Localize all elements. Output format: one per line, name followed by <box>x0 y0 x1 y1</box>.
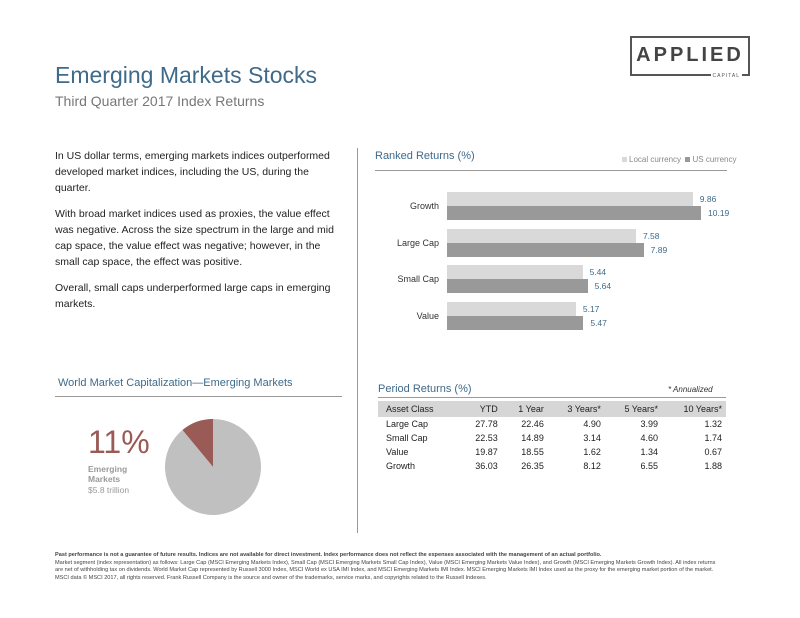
table-cell: 4.60 <box>640 433 658 443</box>
logo-main-text: APPLIED <box>636 44 744 66</box>
bar-value-label: 5.17 <box>582 303 600 314</box>
bar <box>447 265 583 279</box>
page-title: Emerging Markets Stocks <box>55 62 318 88</box>
legend-us-swatch <box>685 157 691 162</box>
logo-sub-text: CAPITAL <box>710 73 742 79</box>
table-cell: Small Cap <box>386 433 428 443</box>
emerging-markets-value: $5.8 trillion <box>88 485 130 495</box>
applied-capital-logo: APPLIED CAPITAL <box>630 36 750 79</box>
period-returns-table: Asset Class YTD 1 Year 3 Years* 5 Years*… <box>378 401 726 473</box>
ranked-returns-legend: Local currency US currency <box>622 155 737 164</box>
disclosure-bold: Past performance is not a guarantee of f… <box>55 552 602 558</box>
header-ytd: YTD <box>459 401 502 417</box>
ranked-returns-rule <box>375 170 727 171</box>
table-cell: Large Cap <box>386 419 429 429</box>
header-3-years: 3 Years* <box>547 401 605 417</box>
bar <box>447 192 693 206</box>
table-row: Small Cap 22.53 14.89 3.14 4.60 1.74 <box>378 431 726 445</box>
table-cell: 22.53 <box>475 433 498 443</box>
table-cell: 1.32 <box>704 419 722 429</box>
table-cell: Value <box>386 447 409 457</box>
disclosure-footnote: Past performance is not a guarantee of f… <box>55 552 720 582</box>
bar <box>447 242 644 257</box>
table-row: Value 19.87 18.55 1.62 1.34 0.67 <box>378 445 726 459</box>
bar-value-label: 5.44 <box>589 267 607 277</box>
table-cell: 3.14 <box>583 433 601 443</box>
bar <box>447 228 636 243</box>
table-cell: 14.89 <box>521 433 544 443</box>
table-cell: 1.74 <box>704 433 722 443</box>
table-cell: 22.46 <box>521 419 544 429</box>
bar-value-label: 7.58 <box>642 230 660 241</box>
vertical-divider <box>357 148 358 533</box>
emerging-markets-percent: 11% <box>88 424 150 460</box>
table-row: Large Cap 27.78 22.46 4.90 3.99 1.32 <box>378 417 726 431</box>
table-cell: 0.67 <box>704 447 722 457</box>
legend-local-label: Local currency <box>629 155 682 164</box>
world-market-cap-title: World Market Capitalization—Emerging Mar… <box>58 377 293 389</box>
legend-us-label: US currency <box>692 155 737 164</box>
bar <box>447 206 701 220</box>
bar-value-label: 9.86 <box>699 194 717 204</box>
bar-category-label: Large Cap <box>396 237 439 248</box>
market-cap-pie-chart <box>165 419 261 515</box>
table-cell: 19.87 <box>475 447 498 457</box>
period-returns-rule <box>378 397 726 398</box>
header-1-year: 1 Year <box>501 401 548 417</box>
disclosure-text: Market segment (index representation) as… <box>55 559 716 581</box>
pie-slice <box>182 419 213 467</box>
table-cell: 1.62 <box>583 447 601 457</box>
table-cell: 8.12 <box>583 461 601 471</box>
table-cell: Growth <box>386 461 416 471</box>
world-market-cap-rule <box>55 396 342 397</box>
bar <box>447 301 576 316</box>
bar-value-label: 10.19 <box>708 208 730 218</box>
commentary-paragraph-3: Overall, small caps underperformed large… <box>55 282 331 310</box>
table-cell: 36.03 <box>475 461 498 471</box>
pie-slice <box>165 419 261 515</box>
table-row: Growth 36.03 26.35 8.12 6.55 1.88 <box>378 459 726 473</box>
bar <box>447 315 584 330</box>
commentary-paragraph-1: In US dollar terms, emerging markets ind… <box>55 150 330 194</box>
commentary-paragraph-2: With broad market indices used as proxie… <box>55 208 334 268</box>
bar-value-label: 5.47 <box>590 317 607 328</box>
bar-category-label: Small Cap <box>397 274 439 284</box>
table-cell: 27.78 <box>475 419 498 429</box>
page-subtitle: Third Quarter 2017 Index Returns <box>55 93 265 109</box>
period-returns-header-row: Asset Class YTD 1 Year 3 Years* 5 Years*… <box>378 401 726 417</box>
bar-category-label: Value <box>416 310 439 321</box>
bar <box>447 279 588 293</box>
table-cell: 26.35 <box>521 461 544 471</box>
bar-value-label: 7.89 <box>650 244 668 255</box>
bar-value-label: 5.64 <box>594 281 612 291</box>
emerging-markets-label: Emerging Markets <box>88 464 128 484</box>
header-asset-class: Asset Class <box>378 401 460 417</box>
table-cell: 6.55 <box>640 461 658 471</box>
header-5-years: 5 Years* <box>604 401 662 417</box>
table-cell: 18.55 <box>521 447 544 457</box>
table-cell: 4.90 <box>583 419 601 429</box>
ranked-returns-title: Ranked Returns (%) <box>375 150 475 162</box>
period-returns-title: Period Returns (%) <box>378 383 472 395</box>
table-cell: 1.34 <box>640 447 658 457</box>
commentary: In US dollar terms, emerging markets ind… <box>55 148 345 322</box>
annualized-note: * Annualized <box>668 385 713 394</box>
header-10-years: 10 Years* <box>661 401 726 417</box>
bar-category-label: Growth <box>409 201 439 211</box>
legend-local-swatch <box>622 157 627 162</box>
table-cell: 3.99 <box>640 419 658 429</box>
table-cell: 1.88 <box>704 461 722 471</box>
